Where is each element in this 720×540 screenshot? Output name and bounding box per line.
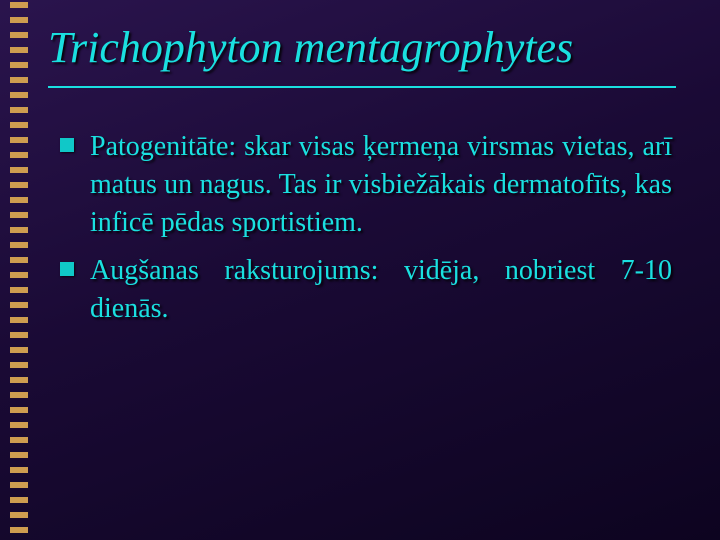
dash-item (10, 392, 28, 398)
dash-item (10, 407, 28, 413)
dash-item (10, 482, 28, 488)
dash-item (10, 362, 28, 368)
dash-item (10, 527, 28, 533)
dash-item (10, 467, 28, 473)
bullet-marker-icon (60, 262, 74, 276)
bullet-text: Patogenitāte: skar visas ķermeņa virsmas… (90, 128, 672, 241)
dash-item (10, 452, 28, 458)
bullet-list: Patogenitāte: skar visas ķermeņa virsmas… (48, 128, 676, 327)
dash-item (10, 377, 28, 383)
bullet-text: Augšanas raksturojums: vidēja, nobriest … (90, 252, 672, 328)
dash-item (10, 437, 28, 443)
dash-item (10, 422, 28, 428)
dash-item (10, 347, 28, 353)
list-item: Augšanas raksturojums: vidēja, nobriest … (60, 252, 672, 328)
bullet-marker-icon (60, 138, 74, 152)
slide-content: Trichophyton mentagrophytes Patogenitāte… (0, 0, 720, 327)
dash-item (10, 497, 28, 503)
dash-item (10, 512, 28, 518)
list-item: Patogenitāte: skar visas ķermeņa virsmas… (60, 128, 672, 241)
slide-title: Trichophyton mentagrophytes (48, 24, 676, 88)
dash-item (10, 332, 28, 338)
